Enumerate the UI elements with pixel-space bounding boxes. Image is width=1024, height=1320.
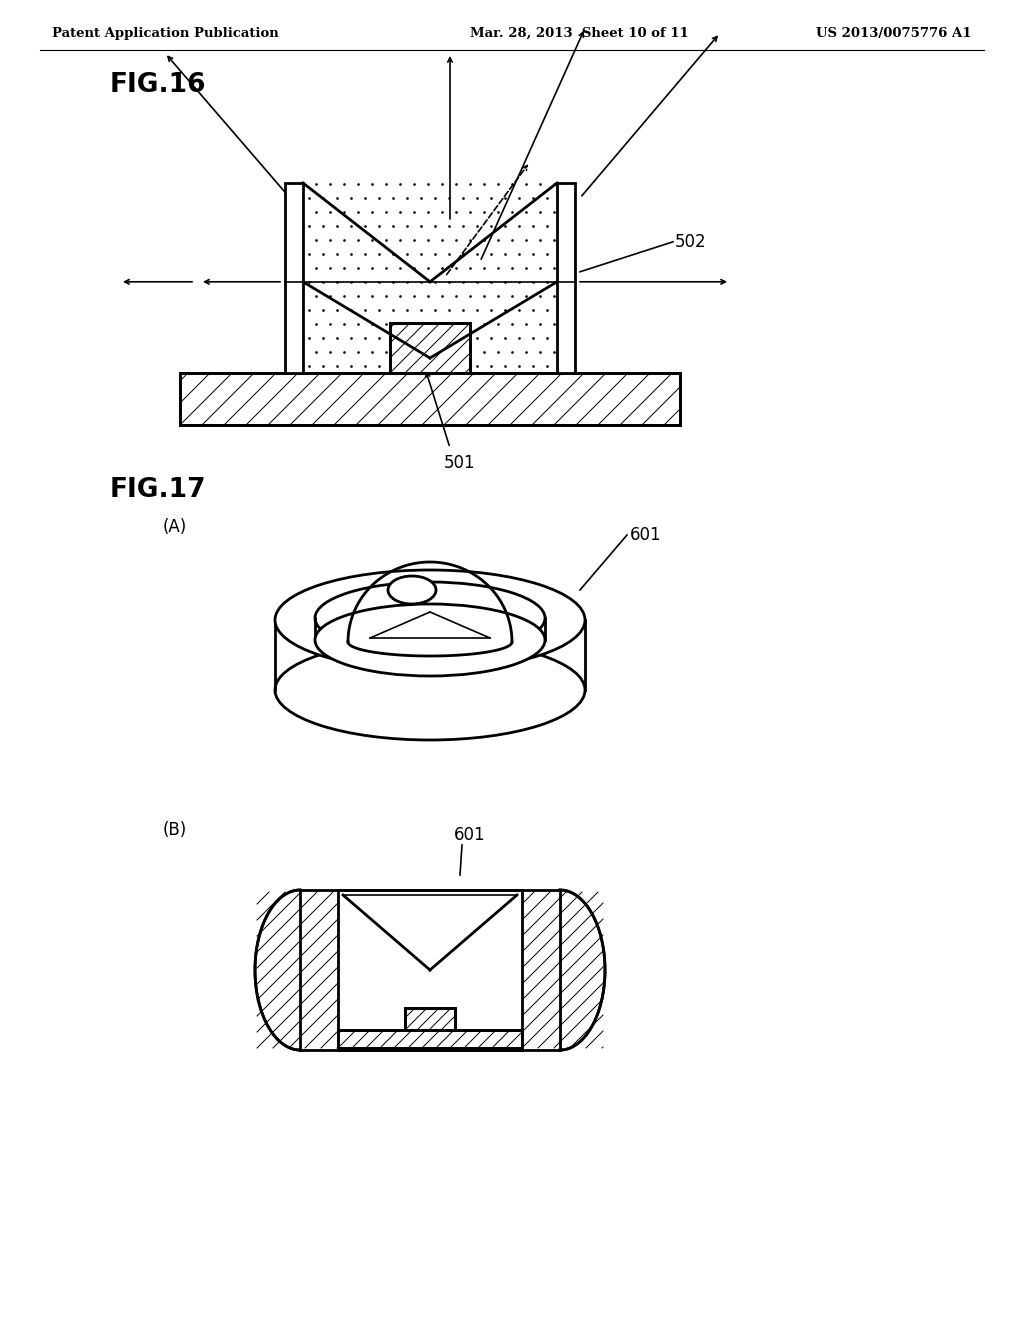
Ellipse shape	[275, 640, 585, 741]
Text: 502: 502	[675, 232, 707, 251]
Bar	[338, 1030, 522, 1048]
Ellipse shape	[388, 576, 436, 605]
Text: (B): (B)	[163, 821, 187, 840]
Bar	[338, 1030, 522, 1048]
Text: US 2013/0075776 A1: US 2013/0075776 A1	[816, 26, 972, 40]
Text: Patent Application Publication: Patent Application Publication	[52, 26, 279, 40]
Ellipse shape	[315, 582, 545, 653]
Bar	[180, 374, 680, 425]
Bar	[406, 1008, 455, 1030]
Bar	[390, 323, 470, 374]
Bar	[180, 374, 680, 425]
Text: FIG.16: FIG.16	[110, 73, 207, 98]
Ellipse shape	[275, 570, 585, 671]
Ellipse shape	[315, 605, 545, 676]
Bar	[557, 183, 575, 374]
Text: (A): (A)	[163, 517, 187, 536]
Text: 601: 601	[630, 525, 662, 544]
Text: Mar. 28, 2013  Sheet 10 of 11: Mar. 28, 2013 Sheet 10 of 11	[470, 26, 689, 40]
Text: FIG.17: FIG.17	[110, 477, 207, 503]
Bar	[390, 323, 470, 374]
Text: 601: 601	[455, 826, 485, 843]
Bar	[406, 1008, 455, 1030]
Bar	[285, 183, 303, 374]
Text: 501: 501	[444, 454, 476, 473]
